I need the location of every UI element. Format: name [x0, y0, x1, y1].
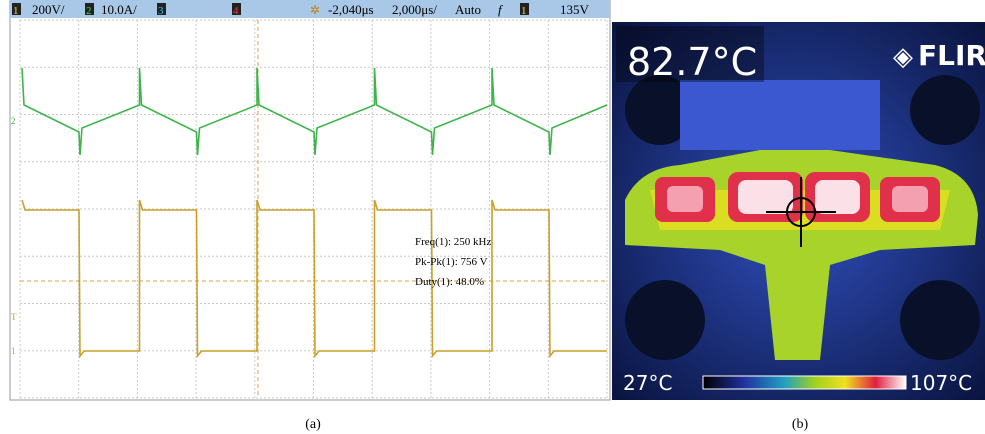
- crosshair: [766, 177, 836, 247]
- caption: (a): [305, 417, 321, 432]
- timebase: 2,000μs/: [392, 2, 437, 17]
- channel-scale: 10.0A/: [101, 2, 137, 17]
- channel-scale: 200V/: [32, 2, 65, 17]
- scale-min: 27°C: [623, 371, 672, 395]
- scope-screen: [9, 0, 611, 401]
- measurement: Duty(1): 48.0%: [415, 276, 484, 288]
- current-trace: [21, 67, 608, 156]
- channel-badge: 1: [13, 5, 19, 17]
- channel-badge: 1: [521, 5, 527, 17]
- caption: (b): [792, 417, 809, 432]
- trigger-level: 135V: [560, 2, 590, 17]
- color-scale: [702, 375, 907, 390]
- logo: FLIR: [918, 39, 985, 72]
- trigger-icon: ✲: [310, 3, 320, 17]
- voltage-trace: [21, 199, 607, 359]
- logo-icon: ◈: [893, 42, 913, 72]
- mode: Auto: [455, 2, 481, 17]
- spot-temperature: 82.7°C: [627, 40, 757, 84]
- delay: -2,040μs: [328, 2, 374, 17]
- trace-marker: 1: [11, 346, 16, 356]
- channel-badge: 4: [233, 5, 239, 17]
- measurement: Pk-Pk(1): 756 V: [415, 256, 488, 268]
- scale-max: 107°C: [910, 371, 972, 395]
- measurement: Freq(1): 250 kHz: [415, 236, 491, 248]
- trace-marker: T: [11, 312, 17, 322]
- slope: f: [498, 2, 504, 17]
- channel-badge: 3: [158, 5, 164, 17]
- trace-marker: 2: [11, 116, 16, 126]
- channel-badge: 2: [86, 5, 92, 17]
